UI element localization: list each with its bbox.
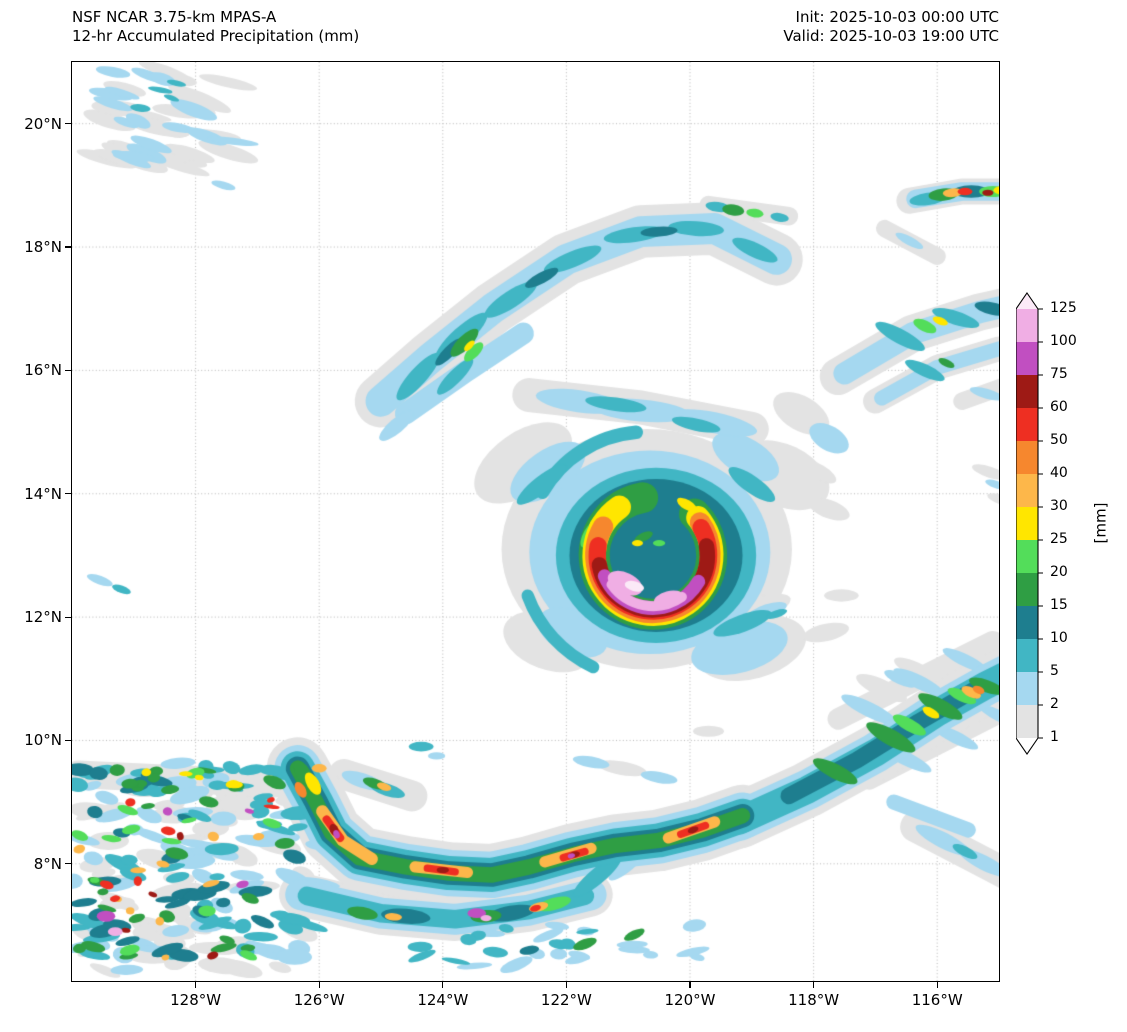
valid-time-label: Valid: 2025-10-03 19:00 UTC: [783, 27, 999, 45]
x-tick-mark: [442, 982, 444, 988]
x-tick-mark: [689, 982, 691, 988]
colorbar: [1015, 292, 1050, 759]
y-tick-label: 12°N: [24, 608, 62, 627]
y-tick-mark: [64, 863, 71, 865]
colorbar-tick-label: 75: [1050, 366, 1068, 382]
y-tick-mark: [64, 123, 71, 125]
y-tick-label: 14°N: [24, 484, 62, 503]
x-tick-mark: [195, 982, 197, 988]
x-tick-label: 122°W: [540, 991, 592, 1009]
x-tick-mark: [813, 982, 815, 988]
y-tick-label: 20°N: [24, 114, 62, 133]
y-tick-mark: [64, 246, 71, 248]
colorbar-tick-label: 1: [1050, 729, 1059, 745]
map-plot-area: [70, 60, 1000, 982]
model-title: NSF NCAR 3.75-km MPAS-A: [72, 8, 277, 26]
colorbar-tick-label: 5: [1050, 663, 1059, 679]
colorbar-tick-label: 30: [1050, 498, 1068, 514]
x-tick-label: 126°W: [293, 991, 345, 1009]
x-tick-label: 120°W: [664, 991, 716, 1009]
y-tick-label: 8°N: [33, 854, 62, 873]
colorbar-tick-label: 100: [1050, 333, 1077, 349]
title-block: NSF NCAR 3.75-km MPAS-A 12-hr Accumulate…: [72, 8, 359, 46]
init-time-label: Init: 2025-10-03 00:00 UTC: [795, 8, 999, 26]
y-tick-label: 16°N: [24, 361, 62, 380]
y-tick-label: 10°N: [24, 731, 62, 750]
x-tick-mark: [318, 982, 320, 988]
y-tick-mark: [64, 493, 71, 495]
colorbar-tick-label: 125: [1050, 300, 1077, 316]
y-tick-label: 18°N: [24, 238, 62, 257]
colorbar-svg: [1015, 292, 1043, 755]
colorbar-tick-label: 10: [1050, 630, 1068, 646]
colorbar-tick-label: 60: [1050, 399, 1068, 415]
colorbar-tick-label: 15: [1050, 597, 1068, 613]
y-tick-mark: [64, 369, 71, 371]
x-tick-mark: [565, 982, 567, 988]
x-tick-label: 124°W: [417, 991, 469, 1009]
x-tick-mark: [936, 982, 938, 988]
x-tick-label: 118°W: [788, 991, 840, 1009]
product-title: 12-hr Accumulated Precipitation (mm): [72, 27, 360, 45]
x-tick-label: 128°W: [170, 991, 222, 1009]
colorbar-tick-label: 2: [1050, 696, 1059, 712]
colorbar-tick-label: 40: [1050, 465, 1068, 481]
colorbar-tick-label: 20: [1050, 564, 1068, 580]
colorbar-unit-label: [mm]: [1091, 502, 1110, 544]
x-tick-label: 116°W: [911, 991, 963, 1009]
y-tick-mark: [64, 739, 71, 742]
time-block: Init: 2025-10-03 00:00 UTC Valid: 2025-1…: [783, 8, 999, 46]
colorbar-tick-label: 50: [1050, 432, 1068, 448]
colorbar-tick-label: 25: [1050, 531, 1068, 547]
y-tick-mark: [64, 616, 71, 618]
precipitation-field-canvas: [71, 61, 999, 981]
